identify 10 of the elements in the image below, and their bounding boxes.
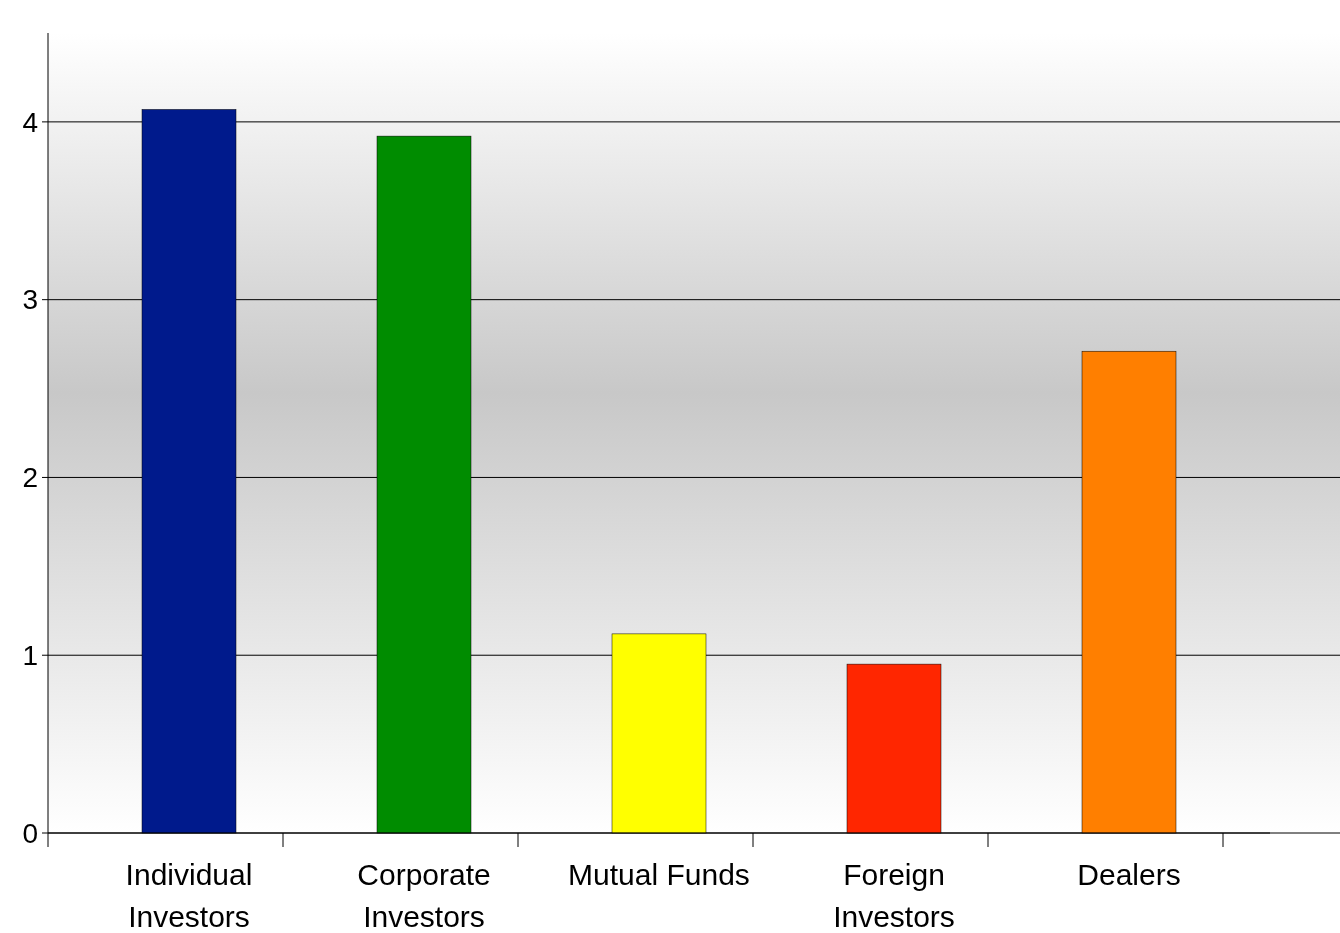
y-tick-label: 0: [22, 817, 38, 849]
x-tick-label: Mutual Funds: [568, 858, 750, 891]
y-tick-label: 2: [22, 462, 38, 494]
y-tick-label: 3: [22, 284, 38, 316]
y-tick-label: 4: [22, 106, 38, 138]
x-tick-label: Individual Investors: [125, 858, 253, 933]
y-tick-label: 1: [22, 640, 38, 672]
x-tick-label: Corporate Investors: [357, 858, 491, 933]
x-tick-label: Dealers: [1077, 858, 1181, 891]
x-tick-label: Foreign Investors: [833, 858, 955, 933]
